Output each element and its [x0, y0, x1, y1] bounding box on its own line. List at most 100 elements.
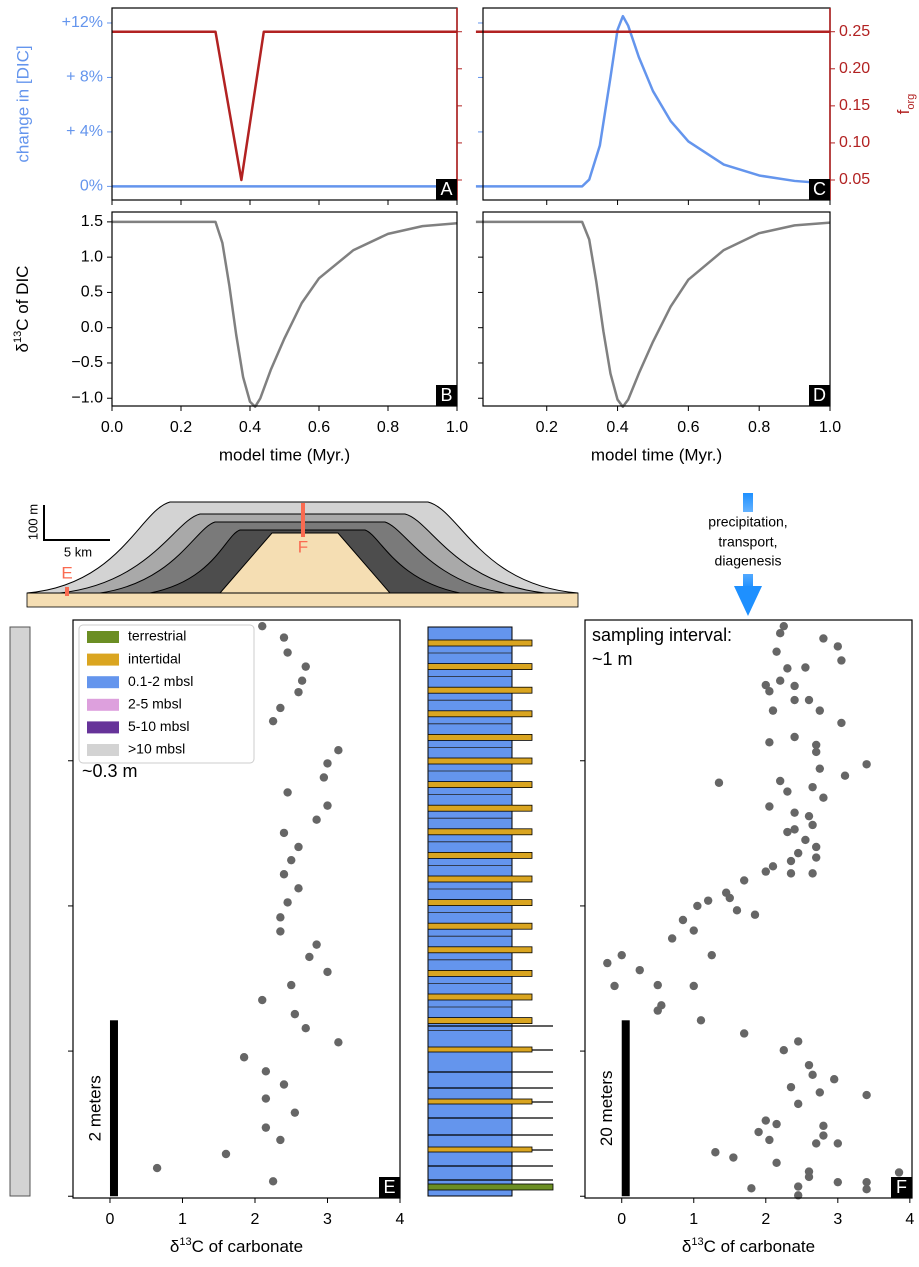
data-point	[739, 876, 749, 885]
y-tick-label: +12%	[62, 14, 103, 31]
x-tick-label: 4	[905, 1211, 914, 1228]
legend-swatch	[87, 631, 119, 643]
legend-swatch	[87, 653, 119, 666]
data-point	[305, 952, 314, 962]
data-point	[790, 808, 799, 817]
data-point	[808, 820, 817, 830]
scale-label: 5 km	[64, 544, 92, 559]
data-point	[775, 776, 785, 786]
column-bed	[427, 804, 533, 812]
column-bed	[427, 1146, 533, 1153]
data-point	[283, 648, 292, 657]
axis-label: δ13C of carbonate	[682, 1236, 815, 1257]
y-tick-label: + 8%	[66, 69, 103, 86]
data-point	[894, 1168, 904, 1177]
data-point	[729, 1153, 738, 1162]
data-point	[790, 695, 799, 705]
column-bed	[427, 757, 533, 765]
data-point	[279, 870, 289, 879]
arrow-label-bg	[690, 512, 806, 574]
data-point	[804, 695, 814, 705]
data-point	[301, 1024, 310, 1033]
data-point	[775, 628, 785, 638]
column-bed	[427, 852, 533, 859]
data-point	[801, 663, 810, 672]
axis-label: δ13C of carbonate	[170, 1236, 303, 1257]
deep-column	[9, 626, 31, 1197]
data-point	[815, 706, 825, 715]
column-bed	[427, 781, 533, 788]
legend-label: terrestrial	[128, 628, 186, 644]
axis-label: model time (Myr.)	[591, 445, 722, 464]
data-point	[837, 718, 846, 728]
axis-label-part: 13	[691, 1236, 703, 1248]
axis-label: δ13C of DIC	[12, 266, 33, 353]
column-bed	[427, 993, 533, 1001]
arrow-text: transport,	[718, 534, 777, 550]
x-tick-label: 0.8	[748, 419, 770, 436]
panel-letter: B	[440, 385, 452, 405]
axis-label-part: org	[905, 94, 917, 110]
data-line	[475, 220, 831, 408]
axis-label-part: δ	[13, 343, 32, 352]
data-point	[276, 703, 285, 713]
x-tick-label: 3	[833, 1211, 842, 1228]
data-point	[301, 662, 310, 671]
data-point	[815, 1088, 825, 1097]
data-point	[319, 773, 329, 782]
data-point	[862, 1185, 871, 1194]
scale-bar-label: 20 meters	[597, 1070, 616, 1146]
data-point	[268, 716, 278, 726]
legend-swatch	[87, 744, 119, 756]
data-point	[793, 848, 803, 858]
process-arrow: precipitation, transport, diagenesis	[690, 493, 806, 616]
y-tick-label: −0.5	[71, 354, 103, 371]
data-point	[239, 1053, 249, 1062]
legend-label: 5-10 mbsl	[128, 718, 189, 734]
data-point	[772, 1158, 781, 1168]
data-point	[783, 827, 792, 837]
data-point	[815, 764, 825, 773]
annotation: sampling interval:	[592, 625, 732, 645]
y-tick-label: + 4%	[66, 123, 103, 140]
x-tick-label: 0.0	[101, 419, 123, 436]
data-point	[323, 801, 332, 810]
x-tick-label: 0	[106, 1211, 115, 1228]
axis-label-part: C of carbonate	[704, 1237, 816, 1256]
arrow-text: precipitation,	[708, 514, 787, 530]
data-point	[276, 927, 285, 936]
arrow-text: diagenesis	[715, 553, 782, 569]
plot-frame	[111, 7, 458, 201]
data-point	[283, 898, 292, 907]
data-point	[812, 747, 821, 757]
data-point	[152, 1163, 162, 1173]
data-point	[790, 681, 799, 691]
column-bed	[427, 1183, 554, 1191]
data-point	[833, 642, 843, 651]
data-point	[765, 687, 774, 696]
data-point	[290, 1009, 300, 1019]
column-bed	[427, 639, 533, 647]
data-point	[696, 1016, 706, 1025]
data-point	[819, 1121, 828, 1131]
panel-letter: C	[813, 179, 826, 199]
data-point	[750, 910, 760, 919]
data-point	[840, 771, 850, 780]
data-point	[819, 634, 828, 643]
data-point	[765, 802, 774, 811]
data-point	[279, 1080, 289, 1089]
panel-letter-bg	[436, 179, 457, 200]
column-bed	[427, 828, 533, 836]
panel-letter-bg	[379, 1177, 400, 1198]
data-line	[475, 14, 831, 188]
panel-letter: E	[383, 1177, 395, 1197]
data-point	[765, 738, 774, 747]
data-point	[775, 676, 785, 685]
data-point	[283, 788, 292, 797]
data-point	[768, 706, 778, 715]
panel-letter-bg	[436, 385, 457, 406]
data-point	[833, 1139, 843, 1148]
data-point	[268, 1177, 278, 1186]
x-tick-label: 0.6	[677, 419, 699, 436]
axis-label: change in [DIC]	[13, 45, 32, 162]
